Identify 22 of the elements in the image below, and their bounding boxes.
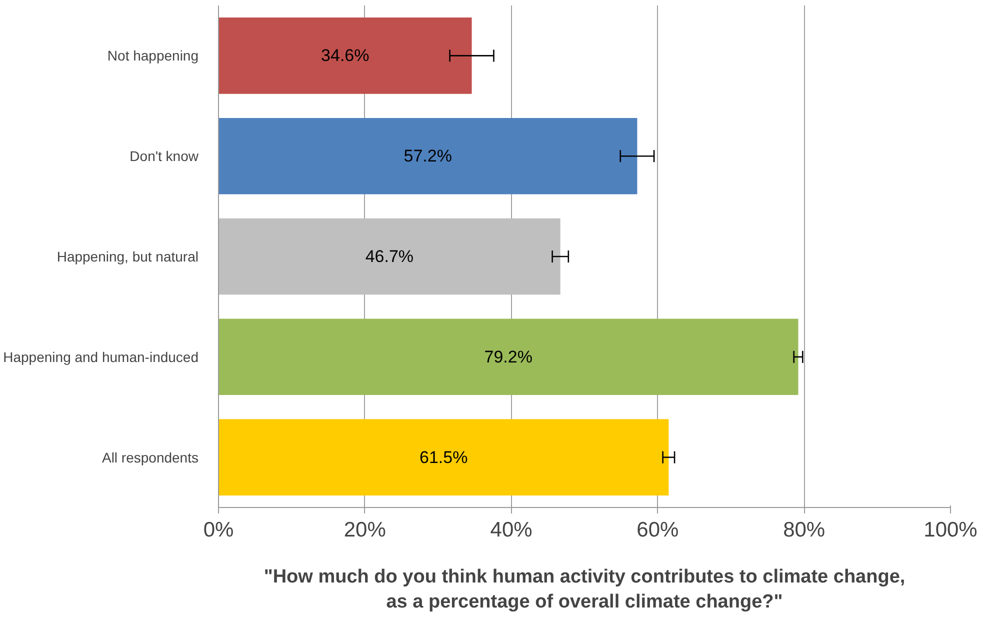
data-label: 46.7%: [365, 247, 414, 266]
x-tick-label: 60%: [636, 518, 679, 542]
x-tick-label: 0%: [203, 518, 234, 542]
x-tick-label: 100%: [924, 518, 978, 542]
y-tick-label: Happening and human-induced: [3, 348, 199, 365]
x-tick-label: 40%: [490, 518, 532, 542]
data-label: 57.2%: [404, 146, 452, 166]
data-label: 79.2%: [484, 347, 532, 366]
y-tick-label: Happening, but natural: [56, 248, 199, 264]
bar: [218, 318, 798, 396]
x-axis-title: "How much do you think human activity contributes to climate change, as a percentage of overall climate change?": [264, 566, 906, 613]
y-tick-label: Don't know: [130, 148, 200, 164]
bar: [218, 18, 472, 94]
data-label: 34.6%: [321, 46, 370, 66]
bar: [218, 419, 669, 496]
y-tick-label: Not happening: [107, 48, 199, 64]
bar: [218, 218, 560, 295]
x-tick-label: 80%: [783, 518, 826, 542]
x-tick-label: 20%: [344, 518, 386, 542]
data-label: 61.5%: [419, 448, 468, 467]
y-tick-label: All respondents: [102, 449, 199, 466]
bar: [218, 118, 638, 194]
